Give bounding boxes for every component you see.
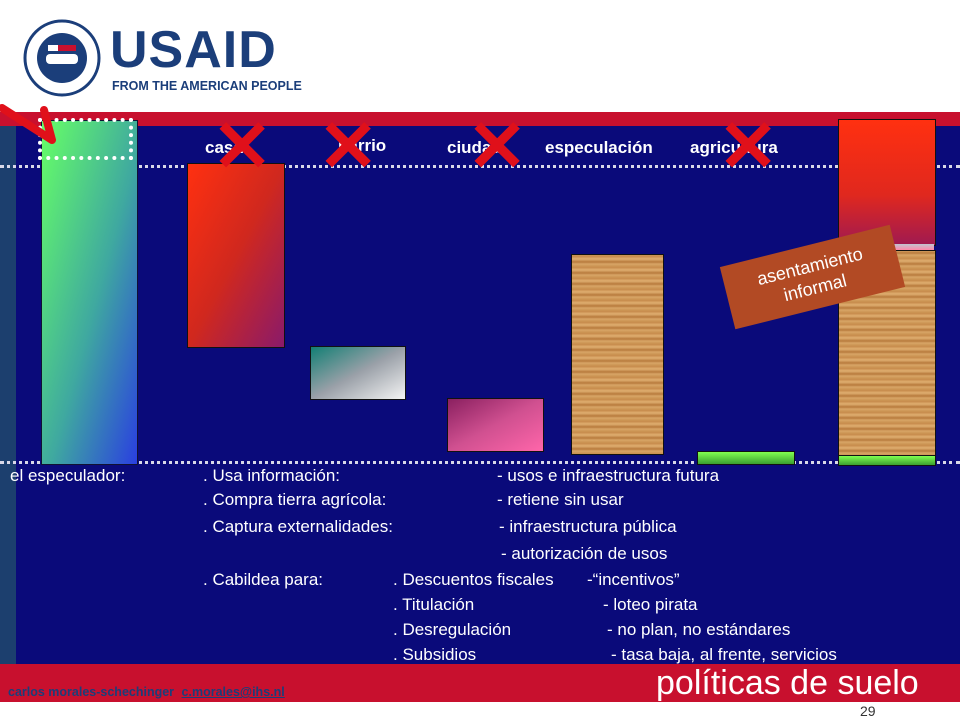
bar-ciudad	[447, 398, 544, 452]
bar-barrio	[310, 346, 406, 400]
lobby-left: . Subsidios	[393, 645, 477, 664]
speculator-label: el especulador:	[10, 466, 126, 485]
row-right: - usos e infraestructura futura	[497, 466, 720, 485]
main-panel	[0, 126, 960, 664]
lobby-left: . Titulación	[393, 595, 475, 614]
usaid-tagline: FROM THE AMERICAN PEOPLE	[112, 79, 302, 93]
label-ciudad: ciudad	[447, 138, 502, 157]
row-left: . Compra tierra agrícola:	[203, 490, 387, 509]
footer-author: carlos morales-schechinger c.morales@ihs…	[8, 685, 285, 699]
x-mark-icon: ✕	[212, 107, 273, 187]
label-agricultura: agricultura	[690, 138, 778, 157]
bar-total-land	[41, 120, 138, 465]
header	[0, 0, 960, 112]
lobby-right: - tasa baja, al frente, servicios	[611, 645, 837, 664]
header-red-bar	[0, 112, 960, 126]
page-number: 29	[860, 703, 876, 719]
bar-final-green	[838, 455, 936, 466]
row-right: - autorización de usos	[501, 544, 668, 563]
x-mark-icon: ✕	[467, 107, 528, 187]
author-email-link[interactable]: c.morales@ihs.nl	[181, 685, 285, 699]
dotted-box	[38, 118, 133, 160]
lobby-label: . Cabildea para:	[203, 570, 324, 589]
usaid-seal-icon	[23, 19, 101, 97]
bottom-dotted-line	[0, 461, 960, 464]
author-name: carlos morales-schechinger	[8, 685, 175, 699]
lobby-left: . Descuentos fiscales	[393, 570, 554, 589]
row-left: . Captura externalidades:	[203, 517, 393, 536]
usaid-wordmark: USAID	[110, 21, 277, 79]
footer-title: políticas de suelo	[656, 664, 919, 702]
x-mark-icon: ✕	[318, 107, 379, 187]
label-especulacion: especulación	[545, 138, 653, 157]
x-mark-icon: ✕	[718, 107, 779, 187]
footer-bar	[0, 664, 960, 702]
top-dotted-line	[0, 165, 960, 168]
left-strip	[0, 126, 16, 664]
lobby-right: -“incentivos”	[587, 570, 680, 589]
lobby-right: - no plan, no estándares	[607, 620, 791, 639]
row-right: - retiene sin usar	[497, 490, 624, 509]
label-casa: casa	[205, 138, 243, 157]
red-arrow-icon	[0, 104, 56, 144]
bar-agricultura	[697, 451, 795, 465]
bar-casa	[187, 163, 285, 348]
row-right: - infraestructura pública	[499, 517, 677, 536]
usaid-logo: USAID FROM THE AMERICAN PEOPLE	[20, 18, 302, 98]
lobby-left: . Desregulación	[393, 620, 512, 639]
bar-especulacion	[571, 254, 664, 455]
row-left: . Usa información:	[203, 466, 340, 485]
lobby-right: - loteo pirata	[603, 595, 698, 614]
label-barrio: barrio	[338, 136, 387, 155]
